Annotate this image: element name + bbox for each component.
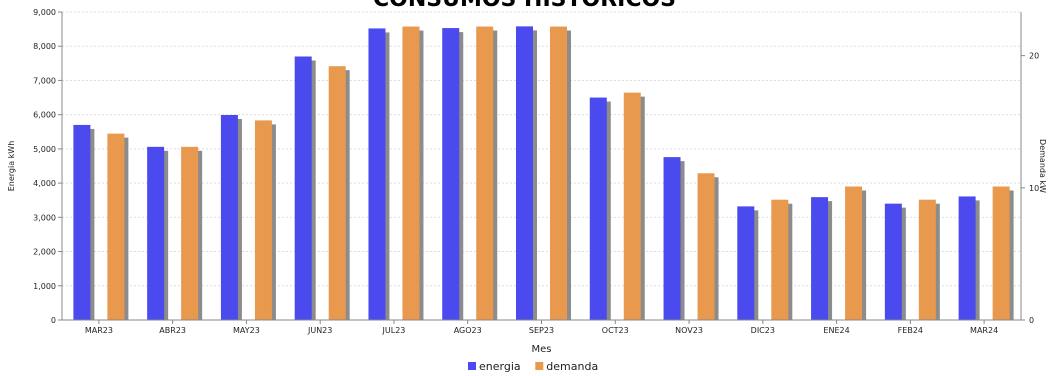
- y2-axis-title: Demanda kW: [1038, 139, 1047, 193]
- x-tick-label: JUL23: [382, 326, 406, 335]
- y-tick-label: 4,000: [33, 179, 56, 188]
- bar-energia: [442, 28, 460, 321]
- x-tick-label: AGO23: [454, 326, 482, 335]
- y2-tick-label: 20: [1029, 52, 1039, 61]
- bar-energia: [811, 197, 829, 320]
- y-tick-label: 9,000: [33, 8, 56, 17]
- y-tick-label: 0: [51, 316, 56, 325]
- grid-lines: [62, 11, 1021, 321]
- x-axis-title: Mes: [532, 344, 552, 355]
- bar-energia: [737, 206, 755, 320]
- x-tick-label: ENE24: [823, 326, 849, 335]
- legend-label-demanda: demanda: [546, 360, 598, 373]
- x-tick-label: MAY23: [233, 326, 260, 335]
- chart-title: CONSUMOS HISTORICOS: [0, 0, 1049, 12]
- legend: energia demanda: [468, 360, 598, 373]
- x-tick-label: OCT23: [602, 326, 629, 335]
- bars: [73, 26, 1014, 321]
- bar-demanda: [845, 186, 863, 320]
- bar-demanda: [918, 199, 936, 320]
- x-tick-label: FEB24: [898, 326, 923, 335]
- bar-demanda: [254, 120, 272, 320]
- legend-swatch-energia: [468, 362, 476, 370]
- x-tick-label: SEP23: [529, 326, 554, 335]
- x-tick-label: ABR23: [159, 326, 186, 335]
- bar-energia: [294, 56, 312, 320]
- bar-demanda: [107, 133, 125, 320]
- bar-demanda: [550, 26, 567, 321]
- legend-label-energia: energia: [479, 360, 521, 373]
- plot-area: [62, 12, 1021, 320]
- y2-tick-label: 10: [1029, 184, 1039, 193]
- bar-demanda: [402, 26, 420, 321]
- y-tick-label: 8,000: [33, 42, 56, 51]
- bar-demanda: [623, 92, 641, 320]
- bar-energia: [884, 203, 902, 320]
- x-tick-label: JUN23: [307, 326, 332, 335]
- y2-tick-label: 0: [1029, 316, 1034, 325]
- y-tick-label: 1,000: [33, 282, 56, 291]
- x-tick-label: MAR24: [970, 326, 998, 335]
- bar-demanda: [181, 146, 199, 320]
- y-tick-label: 2,000: [33, 248, 56, 257]
- y-tick-label: 7,000: [33, 76, 56, 85]
- bar-energia: [368, 28, 386, 320]
- x-tick-label: MAR23: [85, 326, 113, 335]
- bar-demanda: [992, 186, 1010, 320]
- bar-demanda: [328, 66, 346, 321]
- y-tick-label: 3,000: [33, 213, 56, 222]
- axes: 0 1,000 2,000 3,000 4,000 5,000 6,000 7,000 8,00…: [33, 8, 1039, 335]
- y-tick-label: 5,000: [33, 145, 56, 154]
- y-tick-label: 6,000: [33, 111, 56, 120]
- legend-swatch-demanda: [535, 362, 544, 370]
- y-axis-title: Energia kWh: [7, 141, 16, 192]
- bar-energia: [220, 115, 238, 321]
- bar-energia: [73, 124, 91, 320]
- bar-energia: [589, 97, 607, 320]
- bar-demanda: [476, 26, 494, 321]
- bar-energia: [147, 146, 165, 320]
- x-tick-label: DIC23: [751, 326, 775, 335]
- bar-energia: [663, 157, 681, 320]
- bar-energia: [958, 196, 976, 320]
- bar-demanda: [697, 173, 715, 320]
- bar-demanda: [771, 199, 789, 320]
- bar-energia: [516, 26, 533, 321]
- x-tick-label: NOV23: [675, 326, 703, 335]
